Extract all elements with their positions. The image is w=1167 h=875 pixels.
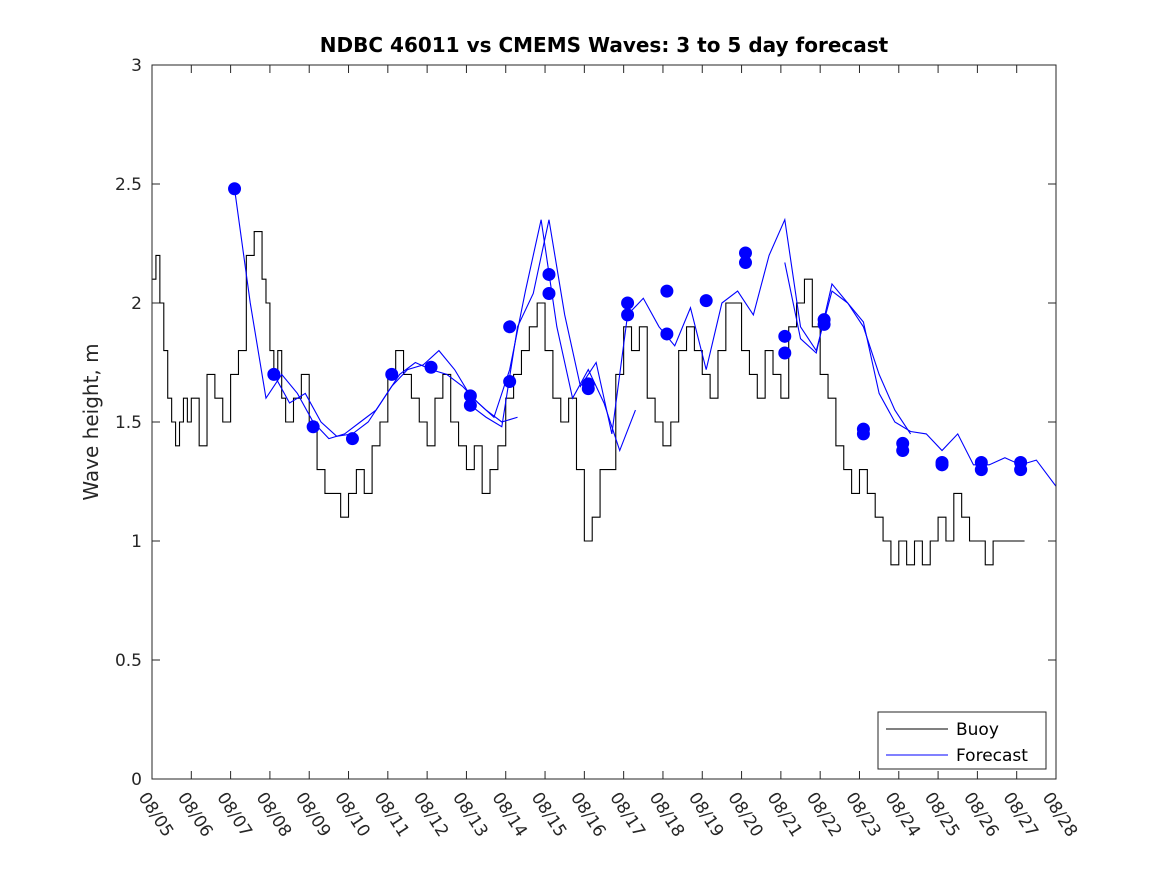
forecast-marker [621,296,635,310]
forecast-marker [935,455,949,469]
forecast-marker [503,375,517,389]
forecast-marker [424,360,438,374]
series-line-buoy [152,231,1025,566]
y-tick-label: 0.5 [115,651,142,671]
forecast-marker [581,382,595,396]
y-tick-label: 1 [131,532,142,552]
legend: Buoy Forecast [877,711,1047,770]
forecast-marker [503,320,517,334]
forecast-marker [267,367,281,381]
forecast-marker [778,329,792,343]
forecast-marker [699,294,713,308]
plot-frame [151,64,1057,780]
forecast-marker [385,367,399,381]
y-tick-label: 2.5 [115,175,142,195]
forecast-marker [660,327,674,341]
forecast-marker [778,346,792,360]
forecast-marker [542,286,556,300]
y-tick-label: 0 [131,770,142,790]
y-tick-label: 2 [131,294,142,314]
forecast-marker [817,313,831,327]
legend-entry-buoy: Buoy [956,720,999,740]
forecast-marker [1014,455,1028,469]
plot-content [152,182,1056,566]
series-line-forecast-run-2 [470,217,912,435]
forecast-marker [228,182,242,196]
forecast-marker [621,308,635,322]
forecast-marker [542,267,556,281]
series-layer [152,182,1056,566]
legend-entry-forecast: Forecast [956,746,1028,766]
y-axis-label: Wave height, m [79,343,103,500]
forecast-marker [896,436,910,450]
y-axis-ticks: 0 0.5 1 1.5 2 2.5 3 [115,56,1056,790]
forecast-marker [856,422,870,436]
series-line-forecast-run-1 [273,219,636,453]
forecast-marker [463,398,477,412]
forecast-marker [738,246,752,260]
forecast-marker [660,284,674,298]
plot-area [152,65,1056,779]
legend-box [877,711,1047,770]
y-tick-label: 1.5 [115,413,142,433]
chart-title: NDBC 46011 vs CMEMS Waves: 3 to 5 day fo… [320,33,889,57]
series-line-forecast-run-3 [784,262,1056,487]
y-tick-label: 3 [131,56,142,76]
forecast-marker [974,455,988,469]
forecast-marker [306,420,320,434]
forecast-marker [345,432,359,446]
